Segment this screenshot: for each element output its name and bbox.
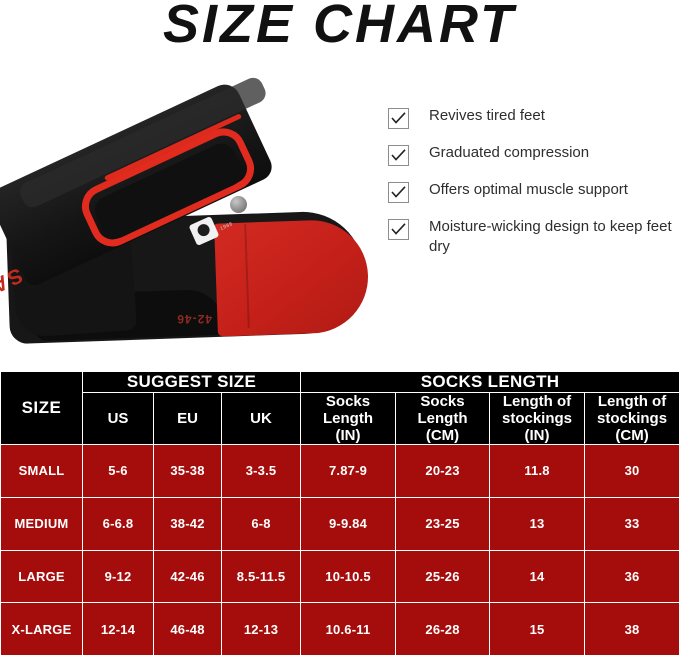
feature-label: Offers optimal muscle support [429,181,628,198]
cell-socks-length-cm: 23-25 [395,496,491,551]
cell-uk: 12-13 [220,602,302,656]
header-stockings-length-in: Length of stockings (IN) [489,392,586,445]
feature-label: Moisture-wicking design to keep feet dry [429,218,672,255]
feature-label: Graduated compression [429,144,590,161]
checkbox-checked-icon [388,182,409,203]
header-suggest-size: SUGGEST SIZE [81,371,302,393]
cell-size: MEDIUM [0,496,83,551]
header-line: Length of [597,393,667,410]
header-line: Length [417,410,468,427]
table-row: SMALL 5-6 35-38 3-3.5 7.87-9 20-23 11.8 … [0,444,679,498]
header-line: (IN) [524,427,550,444]
cell-stockings-length-cm: 36 [584,549,679,604]
cell-socks-length-in: 10-10.5 [300,549,397,604]
check-mark-icon [391,112,406,124]
checkbox-checked-icon [388,145,409,166]
header-socks-length-cm: Socks Length (CM) [395,392,491,445]
cell-eu: 35-38 [153,444,222,498]
table-row: X-LARGE 12-14 46-48 12-13 10.6-11 26-28 … [0,602,679,656]
cell-socks-length-in: 9-9.84 [300,496,397,551]
header-line: (CM) [425,427,460,444]
checkbox-checked-icon [388,108,409,129]
cell-uk: 6-8 [220,496,302,551]
check-mark-icon [391,186,406,198]
header-socks-length: SOCKS LENGTH [300,371,679,393]
product-image: ·1988 SAVIOR 42-46 [0,74,380,358]
feature-checklist: Revives tired feet Graduated compression… [388,106,676,257]
header-line: stockings [597,410,668,427]
table-row: MEDIUM 6-6.8 38-42 6-8 9-9.84 23-25 13 3… [0,496,679,551]
header-stockings-length-cm: Length of stockings (CM) [584,392,679,445]
header-socks-length-in: Socks Length (IN) [300,392,397,445]
table-row: LARGE 9-12 42-46 8.5-11.5 10-10.5 25-26 … [0,549,679,604]
header-uk: UK [220,392,302,445]
cell-us: 6-6.8 [82,496,154,551]
cell-size: X-LARGE [0,602,83,656]
header-us: US [82,392,154,445]
cell-eu: 42-46 [153,549,222,604]
cell-stockings-length-in: 14 [489,549,586,604]
cell-socks-length-cm: 26-28 [395,602,491,656]
header-line: US [107,410,129,427]
table-group-header-row: SIZE SUGGEST SIZE SOCKS LENGTH [0,371,679,445]
feature-item: Revives tired feet [388,106,676,129]
cell-uk: 8.5-11.5 [220,549,302,604]
header-eu: EU [153,392,222,445]
header-line: stockings [502,410,573,427]
table-sub-header-row: US EU UK Socks Length (IN) Socks Length … [1,392,679,445]
page-title: SIZE CHART [162,0,517,54]
header-line: EU [177,410,198,427]
sock-red-toe [214,218,370,337]
feature-label: Revives tired feet [429,107,545,124]
sock-size-marking: 42-46 [176,312,212,326]
feature-item: Graduated compression [388,143,676,166]
cell-socks-length-in: 7.87-9 [300,444,397,498]
header-line: Socks [420,393,465,410]
cell-size: LARGE [0,549,83,604]
check-mark-icon [391,149,406,161]
cell-size: SMALL [0,444,83,498]
cell-socks-length-cm: 25-26 [395,549,491,604]
cell-eu: 46-48 [153,602,222,656]
cell-stockings-length-cm: 33 [584,496,679,551]
cell-stockings-length-in: 15 [489,602,586,656]
compression-sock-illustration: ·1988 SAVIOR 42-46 [0,74,380,358]
header-line: Length of [502,393,572,410]
header-size: SIZE [0,371,83,445]
cell-stockings-length-cm: 30 [584,444,679,498]
cell-socks-length-in: 10.6-11 [300,602,397,656]
cell-eu: 38-42 [153,496,222,551]
cell-stockings-length-in: 13 [489,496,586,551]
cell-us: 12-14 [82,602,154,656]
header-line: UK [250,410,272,427]
feature-item: Offers optimal muscle support [388,180,676,203]
header-line: (IN) [335,427,361,444]
cell-us: 5-6 [82,444,154,498]
header-line: Socks [325,393,371,410]
cell-stockings-length-cm: 38 [584,602,679,656]
check-mark-icon [391,223,406,235]
cell-socks-length-cm: 20-23 [395,444,491,498]
header-line: Length [323,410,374,427]
cell-uk: 3-3.5 [220,444,302,498]
cell-stockings-length-in: 11.8 [489,444,586,498]
feature-item: Moisture-wicking design to keep feet dry [388,217,676,257]
checkbox-checked-icon [388,219,409,240]
size-chart-table: SIZE SUGGEST SIZE SOCKS LENGTH US EU UK … [0,371,679,656]
cell-us: 9-12 [82,549,154,604]
header-line: (CM) [615,427,649,444]
brand-logo-badge-icon [230,196,247,213]
brand-logo-mark-icon [195,222,212,239]
